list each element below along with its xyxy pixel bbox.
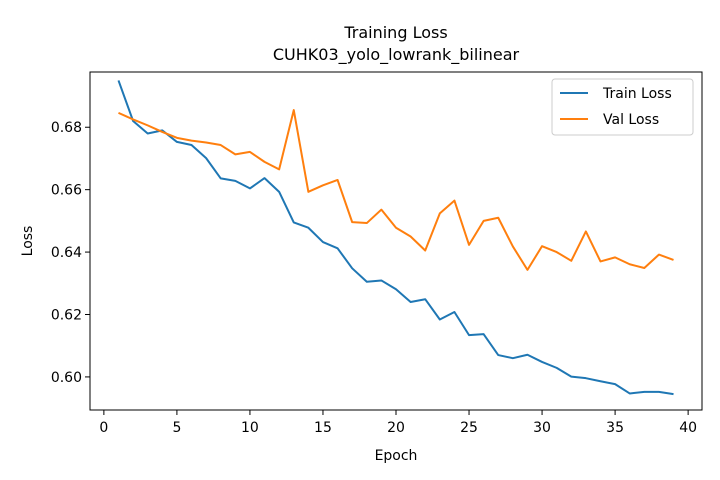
x-tick-label: 5 bbox=[172, 420, 181, 436]
x-tick-label: 10 bbox=[241, 420, 259, 436]
y-tick-label: 0.64 bbox=[51, 245, 82, 261]
x-tick-label: 20 bbox=[387, 420, 405, 436]
y-tick-label: 0.68 bbox=[51, 120, 82, 136]
y-axis-ticks: 0.60 0.62 0.64 0.66 0.68 bbox=[51, 120, 90, 386]
x-tick-label: 35 bbox=[606, 420, 624, 436]
y-axis-title: Loss bbox=[20, 226, 36, 257]
x-axis-title: Epoch bbox=[375, 448, 418, 464]
legend-train-loss-label: Train Loss bbox=[602, 86, 672, 102]
legend: Train Loss Val Loss bbox=[551, 78, 694, 136]
x-tick-label: 25 bbox=[460, 420, 478, 436]
x-axis-ticks: 0 5 10 15 20 25 30 35 40 bbox=[99, 410, 697, 436]
x-tick-label: 40 bbox=[679, 420, 697, 436]
y-tick-label: 0.62 bbox=[51, 307, 82, 323]
chart-title: Training Loss bbox=[343, 23, 447, 42]
x-tick-label: 30 bbox=[533, 420, 551, 436]
y-tick-label: 0.60 bbox=[51, 370, 82, 386]
legend-val-loss-label: Val Loss bbox=[603, 112, 659, 128]
y-tick-label: 0.66 bbox=[51, 183, 82, 199]
series-line-val-loss bbox=[118, 109, 674, 271]
series-layer bbox=[117, 80, 674, 396]
x-tick-label: 0 bbox=[99, 420, 108, 436]
series-line-train-loss bbox=[117, 80, 674, 396]
chart-subtitle: CUHK03_yolo_lowrank_bilinear bbox=[273, 45, 520, 65]
x-tick-label: 15 bbox=[314, 420, 332, 436]
